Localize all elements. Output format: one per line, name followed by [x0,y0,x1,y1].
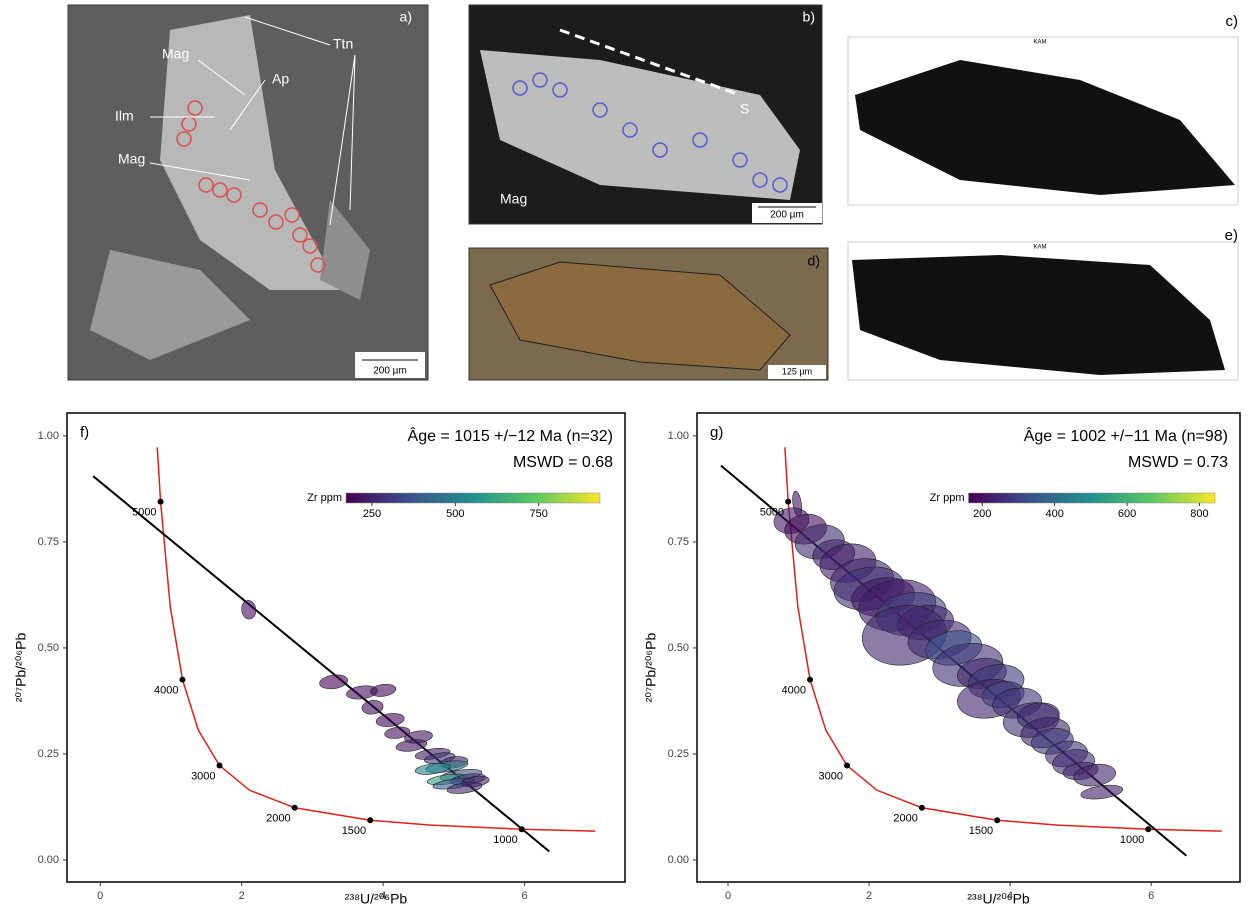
y-tick-label: 0.25 [38,748,59,760]
map-title: KAM [1033,40,1046,46]
scale-bar-label: 200 µm [373,366,407,377]
colorbar-tick-label: 500 [446,508,464,520]
foliation-label: S [740,101,749,117]
panel-a: a) Mag Ap Ilm Mag Ttn 200 µm [68,5,428,380]
age-label: 1000 [493,834,517,846]
colorbar [346,493,600,503]
age-label: 2000 [893,813,917,825]
age-marker [292,805,298,811]
figure: a) Mag Ap Ilm Mag Ttn 200 µm b) S Mag 20… [0,0,1255,914]
mineral-label: Mag [162,46,189,62]
x-tick-label: 0 [97,890,103,902]
age-label: 4000 [782,685,806,697]
y-tick-label: 0.75 [668,536,689,548]
annotation: Âge = 1002 +/−11 Ma (n=98) [1024,426,1228,445]
mineral-label: Mag [118,151,145,167]
age-label: 2000 [266,813,290,825]
y-tick-label: 0.00 [668,854,689,866]
age-marker [179,677,185,683]
mineral-label: Ilm [115,108,134,124]
age-label: 1000 [1120,834,1144,846]
concordia-curve [157,447,595,831]
x-tick-label: 2 [866,890,872,902]
panel-b: b) S Mag 200 µm [469,5,822,224]
colorbar [969,493,1216,503]
y-tick-label: 1.00 [38,430,59,442]
age-label: 1500 [969,825,993,837]
colorbar-tick-label: 800 [1190,508,1208,520]
age-label: 4000 [154,685,178,697]
x-tick-label: 6 [1148,890,1154,902]
x-tick-label: 6 [522,890,528,902]
annotation: MSWD = 0.73 [1128,454,1228,471]
colorbar-tick-label: 600 [1118,508,1136,520]
panel-label: b) [803,9,815,25]
panel-label: a) [400,9,412,25]
colorbar-tick-label: 750 [529,508,547,520]
y-tick-label: 0.00 [38,854,59,866]
age-marker [1145,826,1151,832]
y-tick-label: 0.75 [38,536,59,548]
annotation: Âge = 1015 +/−12 Ma (n=32) [408,426,613,445]
panel-label: d) [808,253,820,269]
age-marker [367,817,373,823]
scale-bar-label: 125 µm [782,366,812,376]
mineral-label: Ttn [333,36,353,52]
panel-label: g) [710,424,723,441]
panel-label: c) [1226,13,1239,30]
map-title: KAM [1033,245,1046,251]
plot-frame [67,413,625,882]
x-axis-label: ²³⁸U/²⁰⁶Pb [345,891,408,907]
analysis-ellipse [375,712,405,729]
age-marker [994,817,1000,823]
concordia-curve [785,447,1222,831]
panel-label: f) [80,424,89,441]
discordia-line [93,476,549,851]
analysis-ellipse [319,673,349,690]
age-marker [844,763,850,769]
mineral-label: Ap [272,71,289,87]
age-label: 1500 [342,825,366,837]
colorbar-label: Zr ppm [930,492,965,504]
scale-bar-label: 200 µm [770,210,804,221]
y-tick-label: 0.50 [668,642,689,654]
age-label: 3000 [819,770,843,782]
y-axis-label: ²⁰⁷Pb/²⁰⁶Pb [13,633,29,703]
y-tick-label: 0.25 [668,748,689,760]
age-label: 3000 [191,770,215,782]
age-marker [519,826,525,832]
colorbar-tick-label: 200 [973,508,991,520]
x-tick-label: 0 [725,890,731,902]
y-axis-label: ²⁰⁷Pb/²⁰⁶Pb [643,633,659,703]
colorbar-tick-label: 250 [363,508,381,520]
age-label: 5000 [760,507,784,519]
panel-c: KAM c) [848,13,1238,205]
analysis-ellipse [240,600,257,620]
age-label: 5000 [132,507,156,519]
age-marker [217,763,223,769]
colorbar-tick-label: 400 [1045,508,1063,520]
mineral-label: Mag [500,191,527,207]
analysis-ellipse [370,683,397,698]
panel-label: e) [1225,227,1238,244]
colorbar-label: Zr ppm [307,492,342,504]
x-tick-label: 2 [239,890,245,902]
y-tick-label: 0.50 [38,642,59,654]
panel-e: KAM e) [848,227,1238,380]
age-marker [158,499,164,505]
age-marker [919,805,925,811]
annotation: MSWD = 0.68 [513,454,613,471]
x-axis-label: ²³⁸U/²⁰⁶Pb [967,891,1030,907]
age-marker [807,677,813,683]
panel-d: d) 125 µm [469,248,828,380]
age-marker [785,499,791,505]
y-tick-label: 1.00 [668,430,689,442]
